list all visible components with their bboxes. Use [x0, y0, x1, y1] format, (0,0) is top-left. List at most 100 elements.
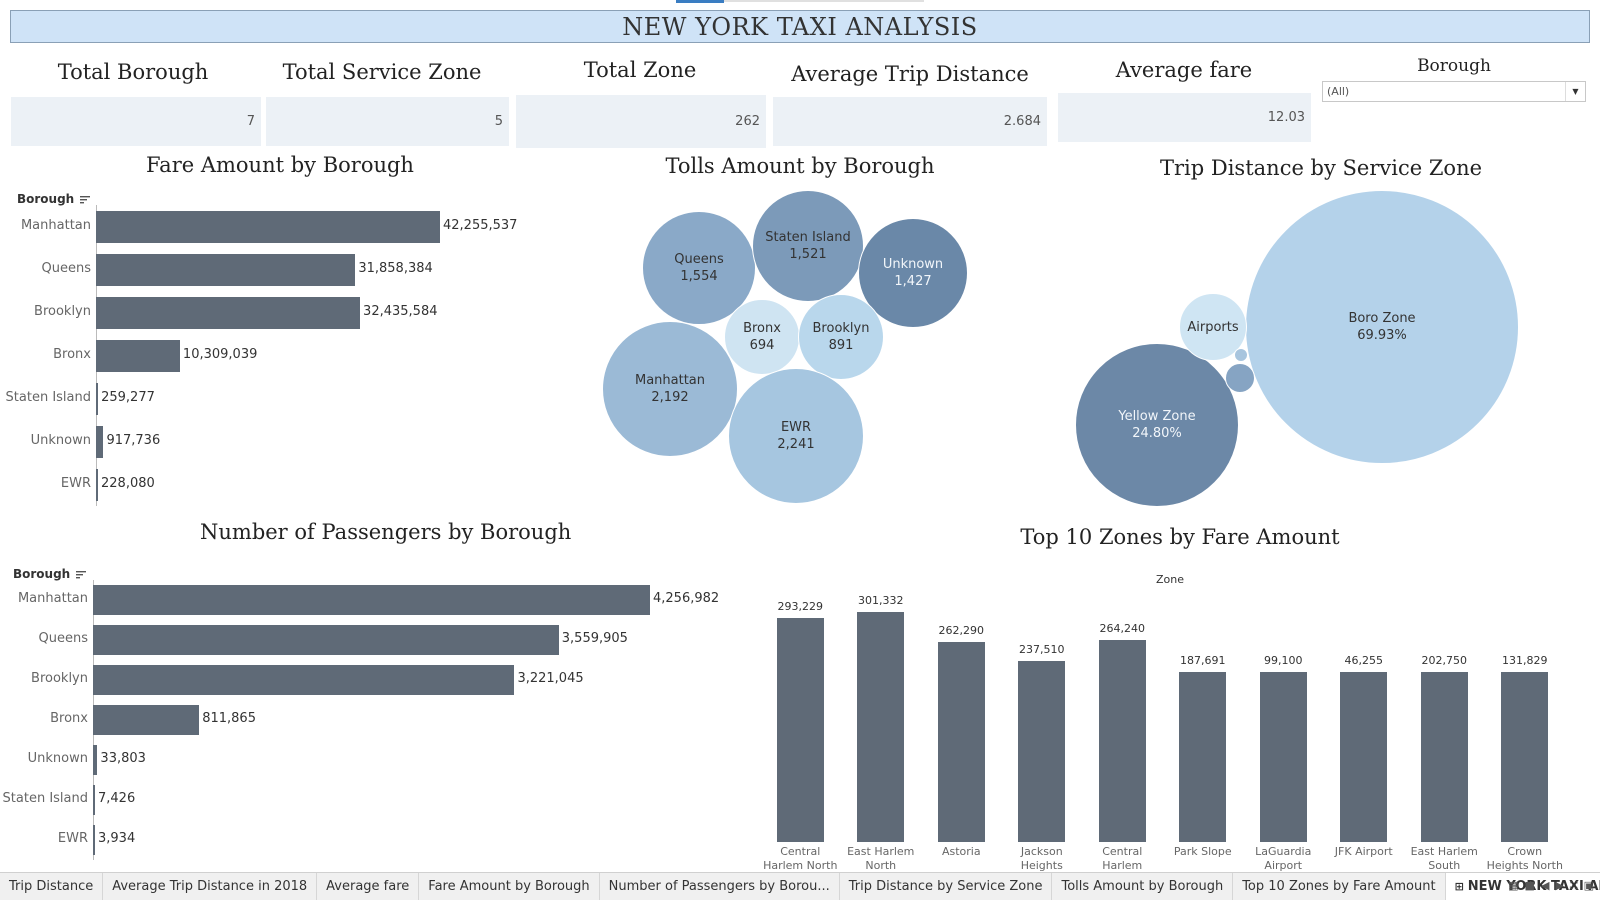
bar-value-ewr: 3,934	[98, 831, 136, 846]
tab-label: Top 10 Zones by Fare Amount	[1242, 879, 1436, 894]
bar-staten-island[interactable]	[93, 785, 95, 815]
column-value-jfk-airport: 46,255	[1344, 654, 1384, 667]
column-label-park-slope: Park Slope	[1173, 845, 1232, 858]
tab-label: Trip Distance by Service Zone	[848, 879, 1043, 894]
tab-label: NEW YORK TAXI ANALYSIS	[1467, 879, 1600, 894]
bar-ewr[interactable]	[96, 468, 98, 501]
dashboard-icon: ⊞	[1454, 880, 1464, 893]
bubble-small-4[interactable]	[1234, 348, 1248, 362]
fare-axis-header[interactable]: Borough	[17, 192, 91, 206]
sort-icon[interactable]	[80, 195, 91, 204]
bar-value-manhattan: 42,255,537	[443, 217, 518, 233]
column-jfk-airport[interactable]	[1340, 672, 1388, 842]
bar-ewr[interactable]	[93, 825, 95, 855]
column-jackson-heights[interactable]	[1018, 660, 1066, 842]
bar-queens[interactable]	[96, 253, 356, 286]
bubble-value: 1,554	[680, 269, 718, 284]
bubble-manhattan[interactable]: Manhattan 2,192	[602, 321, 738, 457]
bar-bronx[interactable]	[93, 705, 200, 735]
tab-tolls-amount-by-borough[interactable]: Tolls Amount by Borough	[1052, 872, 1234, 900]
column-laguardia-airport[interactable]	[1259, 672, 1307, 842]
tab-number-of-passengers-by-borou[interactable]: Number of Passengers by Borou...	[600, 872, 840, 900]
column-park-slope[interactable]	[1179, 672, 1227, 842]
column-central-harlem-north[interactable]	[776, 618, 824, 842]
fare-axis-header-label: Borough	[17, 192, 75, 206]
chevron-down-icon[interactable]: ▼	[1565, 82, 1585, 101]
bar-value-ewr: 228,080	[101, 475, 155, 491]
borough-filter-title: Borough	[1417, 56, 1491, 76]
bar-label-unknown: Unknown	[30, 432, 91, 448]
sheet-nav-controls: ▦ ■ ◀ ▶ ⛶ ▣	[1508, 879, 1594, 893]
column-label-jackson-heights: Jackson Heights	[1020, 845, 1063, 872]
bubble-unknown[interactable]: Unknown 1,427	[858, 218, 968, 328]
next-sheet-icon[interactable]: ▶	[1555, 879, 1564, 892]
tab-average-fare[interactable]: Average fare	[317, 872, 420, 900]
column-crown-heights-north[interactable]	[1501, 672, 1549, 842]
column-label-laguardia-airport: LaGuardia Airport	[1255, 845, 1312, 872]
bubble-name: Yellow Zone	[1118, 409, 1196, 424]
bubble-boro-zone[interactable]: Boro Zone 69.93%	[1245, 190, 1519, 464]
bubble-value: 891	[828, 338, 854, 353]
column-value-east-harlem-north: 301,332	[858, 594, 904, 607]
tab-new-york-taxi-analysis[interactable]: ⊞NEW YORK TAXI ANALYSIS	[1445, 872, 1600, 900]
bar-unknown[interactable]	[93, 745, 98, 775]
presentation-icon[interactable]: ▣	[1583, 879, 1594, 892]
kpi-value-total-borough: 7	[11, 97, 261, 146]
fullscreen-icon[interactable]: ⛶	[1569, 879, 1578, 892]
bar-label-staten-island: Staten Island	[5, 389, 91, 405]
bar-brooklyn[interactable]	[96, 296, 361, 329]
tolls-chart-title: Tolls Amount by Borough	[665, 154, 935, 178]
bubble-staten-island[interactable]: Staten Island 1,521	[752, 190, 864, 302]
bar-queens[interactable]	[93, 625, 559, 655]
tab-trip-distance[interactable]: Trip Distance	[0, 872, 104, 900]
sheet-view-icon[interactable]: ■	[1524, 879, 1535, 892]
bar-manhattan[interactable]	[93, 585, 650, 615]
tab-average-trip-distance-in-2018[interactable]: Average Trip Distance in 2018	[103, 872, 318, 900]
bar-label-queens: Queens	[38, 631, 88, 646]
column-central-harlem[interactable]	[1098, 640, 1146, 842]
bar-label-bronx: Bronx	[50, 711, 88, 726]
bar-bronx[interactable]	[96, 339, 180, 372]
tab-fare-amount-by-borough[interactable]: Fare Amount by Borough	[419, 872, 600, 900]
bubble-ewr[interactable]: EWR 2,241	[728, 368, 864, 504]
bar-value-manhattan: 4,256,982	[653, 591, 720, 606]
bubble-bronx[interactable]: Bronx 694	[724, 299, 800, 375]
column-value-central-harlem: 264,240	[1099, 622, 1146, 636]
grid-view-icon[interactable]: ▦	[1508, 879, 1519, 892]
bubble-value: 2,241	[777, 437, 815, 452]
top-tab-track	[724, 0, 924, 2]
bubble-brooklyn[interactable]: Brooklyn 891	[798, 294, 884, 380]
passengers-axis-header[interactable]: Borough	[13, 567, 87, 581]
borough-filter-value: (All)	[1327, 85, 1350, 98]
bar-brooklyn[interactable]	[93, 665, 515, 695]
column-east-harlem-south[interactable]	[1420, 672, 1468, 842]
bubble-queens[interactable]: Queens 1,554	[642, 211, 756, 325]
column-label-astoria: Astoria	[941, 845, 981, 858]
column-value-east-harlem-south: 202,750	[1421, 654, 1468, 667]
bar-label-manhattan: Manhattan	[20, 217, 91, 233]
bubble-yellow-zone[interactable]: Yellow Zone 24.80%	[1075, 343, 1239, 507]
tolls-amount-bubble-chart: Queens 1,554 Staten Island 1,521 Unknown 1,42…	[600, 185, 1000, 515]
column-value-jackson-heights: 237,510	[1019, 642, 1065, 656]
bar-unknown[interactable]	[96, 425, 104, 458]
bubble-name: EWR	[780, 420, 812, 435]
bubble-airports[interactable]: Airports	[1179, 293, 1247, 361]
trip-distance-bubble-chart: Boro Zone 69.93% Yellow Zone 24.80% Airports	[1075, 185, 1560, 525]
bubble-value: 69.93%	[1357, 328, 1407, 343]
column-astoria[interactable]	[937, 641, 985, 842]
bar-staten-island[interactable]	[96, 382, 99, 415]
prev-sheet-icon[interactable]: ◀	[1540, 879, 1550, 892]
borough-filter-dropdown[interactable]: (All) ▼	[1322, 81, 1586, 102]
bar-manhattan[interactable]	[96, 210, 440, 243]
bar-label-ewr: EWR	[60, 475, 91, 491]
tab-label: Number of Passengers by Borou...	[608, 879, 830, 894]
sort-icon[interactable]	[76, 570, 87, 579]
bubble-small-3[interactable]	[1225, 363, 1255, 393]
tab-top-10-zones-by-fare-amount[interactable]: Top 10 Zones by Fare Amount	[1233, 872, 1446, 900]
bar-value-staten-island: 259,277	[101, 389, 155, 405]
tab-trip-distance-by-service-zone[interactable]: Trip Distance by Service Zone	[840, 872, 1053, 900]
kpi-title-total-service-zone: Total Service Zone	[282, 60, 482, 84]
bar-value-bronx: 10,309,039	[182, 346, 258, 362]
dashboard-title: NEW YORK TAXI ANALYSIS	[10, 10, 1590, 43]
column-east-harlem-north[interactable]	[857, 612, 905, 842]
